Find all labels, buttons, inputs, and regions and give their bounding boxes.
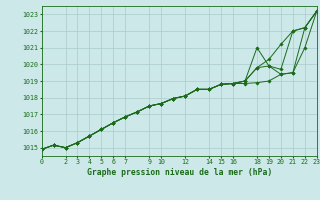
X-axis label: Graphe pression niveau de la mer (hPa): Graphe pression niveau de la mer (hPa) xyxy=(87,168,272,177)
